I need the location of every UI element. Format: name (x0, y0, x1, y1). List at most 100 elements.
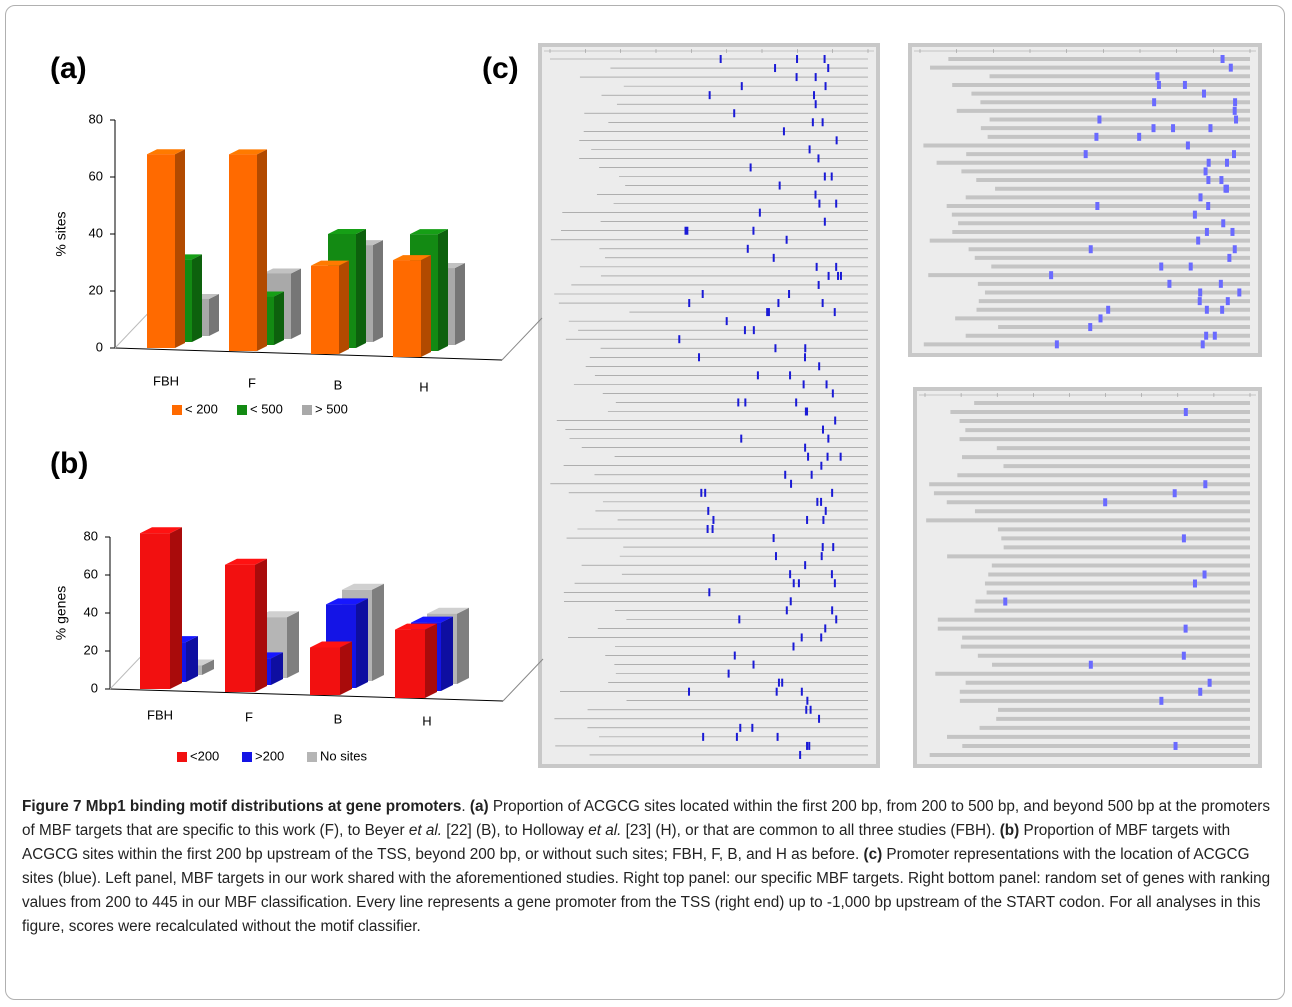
legend-label: < 500 (250, 401, 283, 416)
site-mark (835, 262, 838, 271)
caption-text: et al. (588, 822, 622, 839)
site-mark (1208, 124, 1213, 133)
caption-text: . (461, 798, 470, 815)
site-mark (1203, 480, 1208, 489)
site-mark (813, 91, 816, 100)
site-mark (826, 452, 829, 461)
site-mark (806, 696, 809, 705)
site-mark (835, 199, 838, 208)
site-mark (814, 100, 817, 109)
site-mark (827, 434, 830, 443)
site-mark (678, 335, 681, 344)
site-mark (1198, 193, 1203, 202)
site-mark (702, 732, 705, 741)
legend-label: >200 (255, 748, 284, 763)
site-mark (1230, 227, 1235, 236)
site-mark (1204, 227, 1209, 236)
y-axis-label: % genes (53, 586, 69, 640)
panel-label: (a) (50, 52, 87, 85)
bar-side (438, 229, 448, 351)
y-tick-label: 0 (91, 680, 98, 695)
bar-side (255, 558, 267, 692)
caption-text: Promoter representations with the locati… (22, 846, 1271, 935)
site-mark (1227, 253, 1232, 262)
site-mark (739, 723, 742, 732)
site-mark (1202, 570, 1207, 579)
bar-side (175, 149, 185, 348)
bar-top (257, 611, 299, 618)
site-mark (789, 570, 792, 579)
floor-edge (114, 347, 503, 361)
bar-top (263, 268, 301, 274)
x-tick-label: H (422, 713, 431, 728)
site-mark (1206, 176, 1211, 185)
site-mark (785, 235, 788, 244)
site-mark (1224, 158, 1229, 167)
panel-label: (b) (50, 447, 88, 480)
bar-top (229, 149, 267, 155)
site-mark (1197, 297, 1202, 306)
site-mark (686, 226, 689, 235)
caption: Figure 7 Mbp1 binding motif distribution… (22, 795, 1272, 939)
site-mark (1237, 288, 1242, 297)
site-mark (1088, 245, 1093, 254)
site-mark (740, 434, 743, 443)
bar-top (225, 558, 267, 565)
site-mark (796, 55, 799, 63)
site-mark (800, 633, 803, 642)
x-tick-label: F (248, 375, 256, 390)
panel-bg (542, 47, 876, 764)
legend-swatch (242, 752, 252, 762)
bar-side (192, 254, 202, 342)
site-mark (774, 344, 777, 353)
site-mark (820, 552, 823, 561)
site-mark (1181, 534, 1186, 543)
site-mark (804, 344, 807, 353)
site-mark (701, 290, 704, 298)
caption-label: (b) (999, 822, 1020, 839)
site-mark (820, 633, 823, 642)
site-mark (775, 687, 778, 696)
site-mark (814, 73, 817, 82)
site-mark (820, 461, 823, 470)
bar-top (147, 149, 185, 155)
y-tick-label: 80 (84, 528, 98, 543)
site-mark (807, 452, 810, 461)
site-mark (792, 642, 795, 651)
site-mark (698, 353, 701, 362)
site-mark (733, 109, 736, 118)
legend-swatch (307, 752, 317, 762)
bar-side (425, 623, 437, 698)
site-mark (1054, 340, 1059, 349)
site-mark (733, 651, 736, 660)
site-mark (815, 262, 818, 271)
site-mark (835, 136, 838, 145)
site-mark (837, 271, 840, 280)
bar (311, 265, 339, 354)
site-mark (1212, 331, 1217, 340)
bar-top (140, 527, 182, 534)
site-mark (1167, 279, 1172, 288)
floor-edge (109, 688, 504, 702)
floor-edge (501, 317, 543, 361)
site-mark (810, 470, 813, 479)
site-mark (1220, 305, 1225, 314)
bar-side (202, 659, 214, 675)
site-mark (1207, 678, 1212, 687)
site-mark (777, 299, 780, 308)
bar-side (274, 291, 284, 345)
site-mark (1182, 80, 1187, 89)
site-mark (818, 199, 821, 208)
floor-edge (502, 658, 544, 702)
y-tick-label: 60 (84, 566, 98, 581)
site-mark (806, 407, 809, 416)
caption-text: et al. (408, 822, 442, 839)
site-mark (839, 452, 842, 461)
bar-top (328, 229, 366, 234)
site-mark (688, 687, 691, 696)
bar-side (340, 641, 352, 695)
bar (229, 154, 257, 351)
site-mark (1095, 202, 1100, 210)
